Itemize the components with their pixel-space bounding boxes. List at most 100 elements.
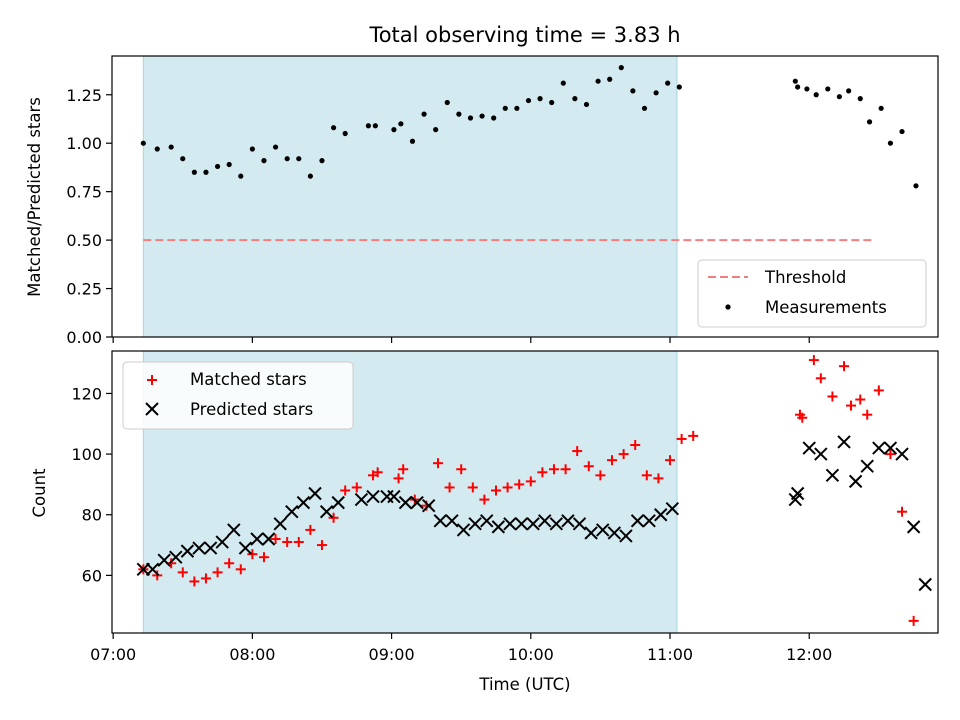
measurement-point	[560, 80, 566, 86]
matched-star-point	[572, 446, 583, 457]
measurement-point	[238, 173, 244, 179]
matched-star-point	[444, 482, 455, 493]
bottom-y-tick-label: 120	[71, 384, 102, 403]
measurement-point	[433, 127, 439, 133]
matched-star-point	[808, 355, 819, 366]
measurement-point	[214, 163, 221, 170]
measurement-point	[154, 146, 160, 152]
matched-star-point	[885, 449, 896, 460]
matched-star-point	[372, 467, 383, 478]
predicted-star-point	[895, 447, 909, 461]
matched-star-point	[393, 473, 404, 484]
matched-star-point	[607, 455, 618, 466]
matched-star-point	[688, 430, 699, 441]
predicted-star-point	[848, 474, 863, 489]
matched-star-point	[224, 558, 235, 569]
measurement-point	[191, 169, 197, 175]
matched-star-point	[398, 464, 409, 475]
predicted-star-point	[491, 520, 506, 534]
predicted-star-point	[227, 523, 241, 537]
predicted-star-point	[445, 514, 459, 528]
top-plot-frame	[111, 55, 939, 338]
measurement-point	[226, 161, 232, 168]
matched-star-point	[815, 373, 826, 384]
measurement-point	[836, 94, 842, 100]
measurement-point	[342, 130, 348, 137]
x-tick-label: 08:00	[229, 645, 275, 664]
predicted-star-point	[607, 526, 622, 540]
bottom-y-tick-label: 80	[82, 506, 102, 525]
top-y-axis: 0.00 0.25 0.50 0.75 1.00 1.25	[66, 86, 112, 347]
measurement-point	[398, 121, 404, 127]
matched-star-point	[873, 385, 884, 396]
measurements-legend-marker	[725, 304, 731, 310]
predicted-star-point	[169, 550, 183, 564]
x-tick-label: 12:00	[786, 645, 832, 664]
measurement-point	[795, 84, 801, 90]
matched-star-point	[797, 412, 808, 423]
matched-star-point	[258, 552, 269, 563]
predicted-star-point	[238, 541, 253, 555]
measurement-point	[899, 128, 905, 135]
matched-star-point	[340, 485, 351, 496]
measurement-point	[857, 96, 863, 102]
matched-star-point	[293, 537, 304, 548]
measurement-point	[583, 101, 590, 108]
matched-star-point	[583, 461, 594, 472]
predicted-star-point	[480, 514, 494, 528]
measurement-point	[372, 123, 378, 129]
predicted-star-point	[514, 517, 529, 531]
measurement-point	[272, 144, 279, 150]
matched-star-point	[549, 464, 560, 475]
predicted-star-point	[526, 517, 540, 531]
top-y-tick-label: 1.25	[66, 86, 102, 105]
matched-star-point	[479, 494, 490, 505]
measurements-series	[140, 65, 919, 189]
matched-star-point	[189, 576, 200, 587]
measurement-point	[804, 86, 810, 92]
matched-star-point	[305, 524, 316, 535]
top-legend-box	[697, 259, 927, 328]
matched-star-point	[641, 470, 652, 481]
predicted-star-point	[802, 441, 816, 455]
predicted-star-point	[308, 486, 322, 501]
measurement-point	[421, 111, 427, 117]
matched-star-point	[653, 473, 664, 484]
measurement-point	[665, 80, 671, 86]
bottom-y-tick-label: 100	[71, 445, 102, 464]
predicted-star-point	[561, 514, 575, 528]
top-y-tick-label: 0.25	[66, 280, 102, 299]
x-tick-label: 11:00	[647, 645, 693, 664]
predicted-star-point	[422, 498, 436, 513]
measurement-point	[467, 115, 474, 121]
matched-star-point	[177, 567, 188, 578]
predicted-star-point	[192, 541, 206, 555]
measurement-point	[140, 140, 146, 146]
measurement-point	[514, 105, 520, 111]
x-axis-label: Time (UTC)	[478, 675, 570, 694]
chart-title: Total observing time = 3.83 h	[368, 23, 680, 47]
measurement-point	[878, 105, 884, 111]
bottom-y-axis-label: Count	[30, 468, 49, 518]
matched-star-point	[839, 361, 850, 372]
measurement-point	[792, 78, 798, 84]
predicted-star-point	[837, 435, 851, 449]
predicted-star-point	[366, 489, 380, 504]
predicted-star-point	[906, 520, 921, 534]
top-y-axis-label: Matched/Predicted stars	[25, 97, 44, 297]
predicted-star-point	[456, 523, 471, 537]
predicted-star-point	[180, 544, 195, 558]
legend-threshold-label: Threshold	[764, 268, 846, 287]
predicted-star-point	[331, 495, 345, 510]
matched-star-point	[630, 440, 641, 450]
measurement-point	[180, 156, 186, 162]
measurement-point	[887, 140, 894, 146]
measurement-point	[296, 156, 302, 162]
measurement-point	[825, 86, 831, 92]
x-tick-label: 09:00	[369, 645, 415, 664]
predicted-star-point	[354, 492, 369, 507]
top-y-tick-label: 1.00	[66, 134, 102, 153]
top-panel: 0.00 0.25 0.50 0.75 1.00 1.25 Matched/Predict…	[25, 55, 939, 347]
bottom-y-axis: 60 80 100 120	[71, 384, 112, 585]
